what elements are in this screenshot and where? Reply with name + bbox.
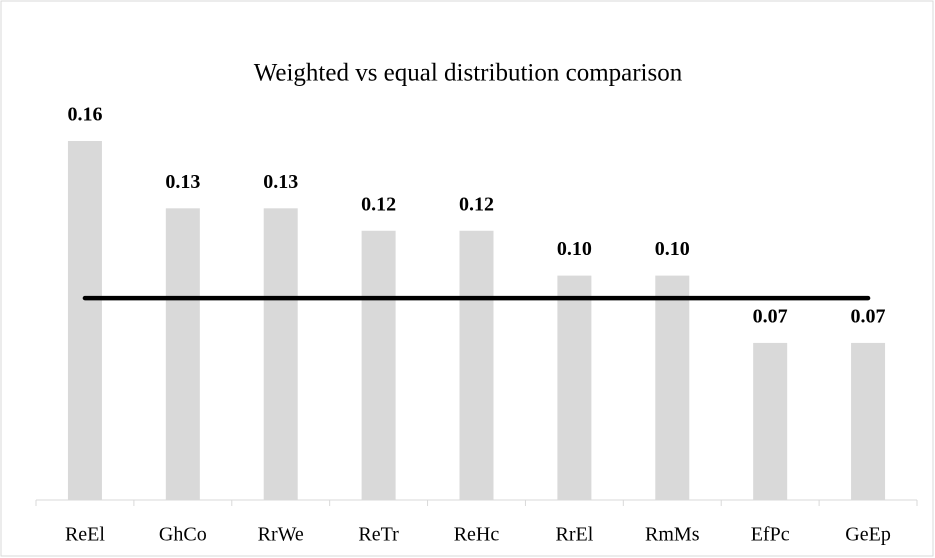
x-tick-label: RmMs xyxy=(645,524,700,546)
chart-title: Weighted vs equal distribution compariso… xyxy=(254,60,683,87)
x-tick-label: EfPc xyxy=(751,524,790,546)
data-label: 0.12 xyxy=(459,193,494,215)
bar xyxy=(459,230,494,500)
bar xyxy=(165,208,200,500)
data-label: 0.10 xyxy=(655,238,690,260)
x-tick-label: GhCo xyxy=(159,524,207,546)
x-tick-label: RrEl xyxy=(555,524,593,546)
bar xyxy=(851,342,886,500)
data-label: 0.07 xyxy=(851,306,886,328)
x-tick-label: RrWe xyxy=(258,524,304,546)
x-tick-label: ReHc xyxy=(454,524,500,546)
bar xyxy=(361,230,396,500)
bar xyxy=(263,208,298,500)
data-label: 0.13 xyxy=(263,171,298,193)
bar xyxy=(67,141,102,500)
data-label: 0.16 xyxy=(67,104,102,126)
x-tick-label: ReEl xyxy=(65,524,105,546)
data-label: 0.10 xyxy=(557,238,592,260)
bar xyxy=(753,342,788,500)
data-label: 0.07 xyxy=(753,306,788,328)
bar xyxy=(655,275,690,500)
data-label: 0.12 xyxy=(361,193,396,215)
x-tick-label: GeEp xyxy=(845,524,891,546)
x-tick-label: ReTr xyxy=(358,524,399,546)
data-label: 0.13 xyxy=(165,171,200,193)
bar xyxy=(557,275,592,500)
